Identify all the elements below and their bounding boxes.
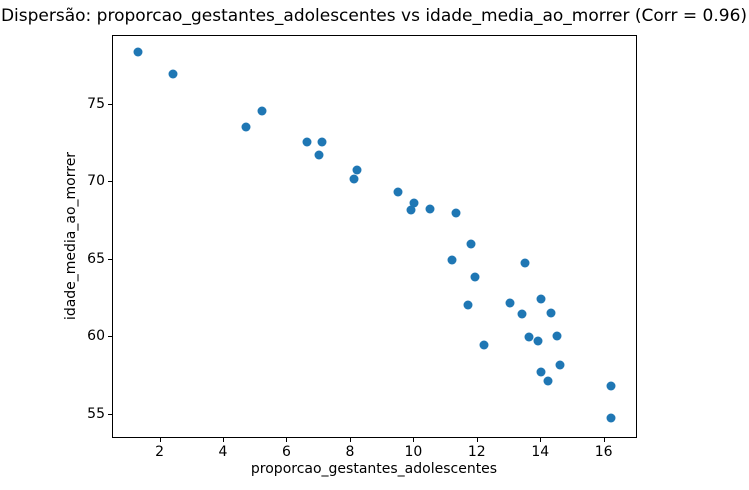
data-point — [606, 413, 616, 423]
x-tick-label: 6 — [282, 444, 291, 460]
x-tick-mark — [603, 438, 605, 442]
x-axis-label: proporcao_gestantes_adolescentes — [250, 461, 498, 477]
y-tick-mark — [108, 103, 112, 105]
data-point — [520, 258, 530, 268]
y-tick-mark — [108, 258, 112, 260]
data-point — [409, 198, 419, 208]
x-tick-mark — [349, 438, 351, 442]
data-point — [317, 137, 327, 147]
data-point — [543, 376, 553, 386]
x-tick-label: 16 — [594, 444, 613, 460]
data-point — [241, 122, 251, 132]
data-point — [533, 336, 543, 346]
x-tick-label: 14 — [531, 444, 550, 460]
x-tick-label: 12 — [467, 444, 486, 460]
data-point — [536, 367, 546, 377]
y-tick-mark — [108, 413, 112, 415]
data-point — [451, 208, 461, 218]
x-tick-label: 8 — [345, 444, 355, 460]
data-point — [349, 174, 359, 184]
data-point — [466, 239, 476, 249]
data-point — [505, 298, 515, 308]
data-point — [546, 308, 556, 318]
y-tick-mark — [108, 336, 112, 338]
data-point — [524, 332, 534, 342]
data-point — [406, 205, 416, 215]
data-point — [606, 381, 616, 391]
data-point — [552, 331, 562, 341]
x-tick-mark — [223, 438, 225, 442]
data-point — [463, 300, 473, 310]
data-point — [257, 106, 267, 116]
x-tick-label: 10 — [404, 444, 423, 460]
x-tick-label: 4 — [218, 444, 228, 460]
data-point — [479, 340, 489, 350]
data-point — [425, 204, 435, 214]
y-tick-label: 60 — [87, 328, 105, 345]
y-tick-label: 65 — [87, 250, 105, 267]
data-point — [352, 165, 362, 175]
x-tick-mark — [286, 438, 288, 442]
chart-title: Dispersão: proporcao_gestantes_adolescen… — [0, 6, 748, 26]
y-tick-label: 75 — [87, 95, 105, 112]
x-tick-mark — [413, 438, 415, 442]
data-point — [168, 69, 178, 79]
data-point — [393, 187, 403, 197]
y-tick-label: 55 — [87, 405, 105, 422]
data-point — [133, 47, 143, 57]
data-point — [447, 255, 457, 265]
plot-area — [112, 35, 637, 438]
data-point — [536, 294, 546, 304]
x-tick-mark — [159, 438, 161, 442]
data-point — [314, 150, 324, 160]
data-point — [517, 309, 527, 319]
y-axis-label: idade_media_ao_morrer — [63, 151, 79, 321]
y-tick-mark — [108, 181, 112, 183]
x-tick-mark — [476, 438, 478, 442]
y-tick-label: 70 — [87, 173, 105, 190]
data-point — [555, 360, 565, 370]
data-point — [302, 137, 311, 147]
x-tick-mark — [540, 438, 542, 442]
data-point — [470, 272, 480, 282]
x-tick-label: 2 — [155, 444, 165, 460]
